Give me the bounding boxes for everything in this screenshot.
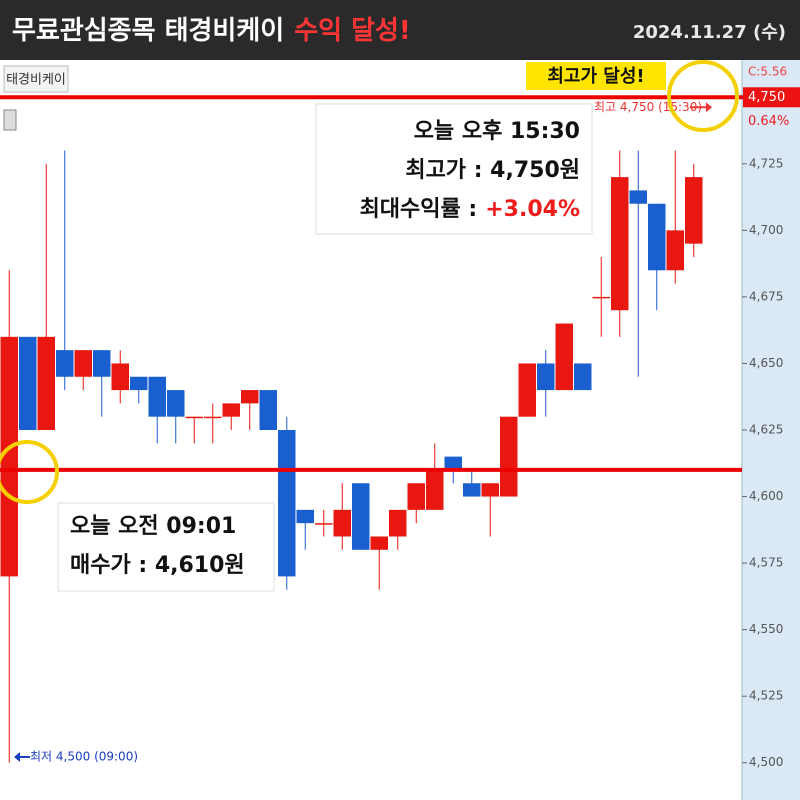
candle-body — [370, 536, 388, 550]
axis-top-label: C:5.56 — [748, 65, 787, 79]
toolbar-icon — [3, 109, 17, 131]
y-tick-label: 4,500 — [749, 755, 783, 769]
y-tick-label: 4,675 — [749, 289, 783, 303]
candle-body — [481, 483, 499, 497]
last-price-box — [743, 87, 800, 108]
candle-body — [56, 350, 74, 377]
badge: 최고가 달성! — [547, 66, 644, 87]
candle-body — [167, 390, 185, 417]
candle-body — [185, 416, 203, 419]
candle-body — [629, 190, 647, 204]
candle-body — [352, 483, 370, 550]
y-tick-label: 4,650 — [749, 356, 783, 370]
y-tick-label: 4,625 — [749, 423, 783, 437]
header-title: 무료관심종목 태경비케이 수익 달성! — [12, 16, 411, 46]
candle-body — [222, 403, 240, 417]
title-highlight: 수익 달성! — [294, 16, 411, 46]
last-price-label: 4,750 — [748, 90, 785, 105]
highlight-circle — [0, 440, 59, 504]
candle-body — [148, 376, 166, 417]
candle-body — [407, 483, 425, 510]
header-bar — [0, 0, 800, 60]
y-tick-label: 4,525 — [749, 689, 783, 703]
highlight-circle — [667, 60, 739, 132]
candle-body — [463, 483, 481, 497]
candle-body — [130, 376, 148, 391]
candle-body — [444, 456, 462, 470]
badge-box — [526, 62, 666, 90]
buy-time: 오늘 오전 09:01 — [70, 514, 236, 539]
plot-layer: 4,500 4,525 4,550 4,575 4,600 4,625 4,650 4,675… — [0, 65, 800, 769]
header-date: 2024.11.27 (수) — [633, 22, 786, 43]
candle-body — [278, 430, 296, 577]
low-arrow-head — [14, 752, 20, 762]
candle-body — [592, 296, 610, 299]
return-label: 최대수익률 : — [360, 197, 478, 222]
y-tick-label: 4,700 — [749, 223, 783, 237]
candle-body — [333, 509, 351, 537]
sell-return: 최대수익률 : +3.04% — [360, 197, 580, 222]
candle-body — [204, 416, 222, 419]
buy-box — [57, 502, 275, 592]
candle-body — [0, 336, 18, 577]
candle-body — [241, 390, 259, 404]
high-note: 최고 4,750 (15:30) — [594, 100, 702, 114]
candle-body — [37, 336, 55, 430]
candle-body — [111, 363, 129, 391]
buy-price: 매수가 : 4,610원 — [70, 553, 245, 578]
y-tick-label: 4,600 — [749, 489, 783, 503]
candle-body — [518, 363, 536, 417]
change-label: 0.64% — [748, 114, 789, 129]
axis-background — [742, 60, 800, 800]
candle-body — [666, 230, 684, 271]
high-arrow-head — [706, 102, 712, 113]
y-tick-label: 4,550 — [749, 622, 783, 636]
candle-body — [259, 390, 277, 430]
y-tick-label: 4,725 — [749, 156, 783, 170]
candle-body — [537, 363, 555, 391]
candle-body — [555, 323, 573, 391]
candle-body — [93, 350, 111, 377]
candle-body — [685, 177, 703, 244]
candle-body — [74, 350, 92, 377]
candle-body — [296, 509, 314, 524]
low-note: 최저 4,500 (09:00) — [30, 750, 138, 764]
y-tick-label: 4,575 — [749, 556, 783, 570]
return-value: +3.04% — [485, 197, 580, 222]
symbol-tag-box — [3, 65, 69, 93]
candle-body — [574, 363, 592, 391]
sell-box — [315, 103, 593, 235]
candle-body — [611, 177, 629, 311]
sell-price: 최고가 : 4,750원 — [405, 158, 580, 183]
title: 무료관심종목 태경비케이 — [12, 16, 284, 46]
candle-body — [426, 469, 444, 510]
symbol-tag: 태경비케이 — [6, 73, 66, 88]
candle-body — [500, 416, 518, 497]
candle-body — [648, 203, 666, 271]
candle-body — [315, 523, 333, 525]
candle-body — [19, 336, 37, 430]
candle-body — [389, 509, 407, 537]
sell-time: 오늘 오후 15:30 — [414, 119, 580, 144]
